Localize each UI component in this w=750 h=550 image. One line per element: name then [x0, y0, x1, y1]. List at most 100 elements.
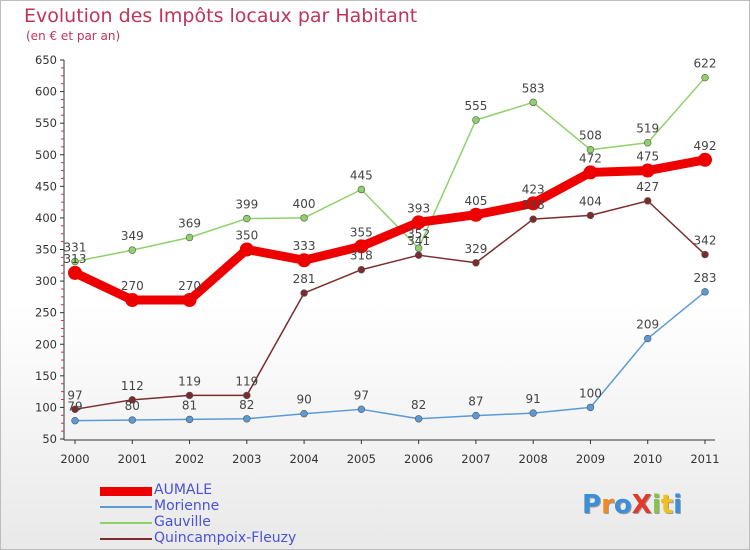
data-label: 398 — [522, 198, 545, 212]
data-point — [529, 409, 537, 417]
data-point — [185, 415, 194, 424]
y-tick-label: 250 — [35, 306, 57, 320]
data-label: 342 — [694, 234, 717, 248]
data-point — [128, 246, 136, 254]
data-label: 209 — [636, 318, 659, 332]
data-label: 112 — [121, 379, 144, 393]
data-label: 81 — [182, 398, 197, 412]
data-point — [357, 405, 366, 414]
data-label: 82 — [411, 398, 426, 412]
data-point — [300, 214, 308, 222]
y-tick-label: 500 — [35, 148, 57, 162]
y-tick-label: 600 — [35, 85, 57, 99]
x-tick-label: 2005 — [347, 452, 376, 466]
data-label: 331 — [64, 241, 87, 255]
data-label: 423 — [522, 182, 545, 196]
data-point — [701, 288, 709, 296]
data-point — [644, 197, 652, 205]
data-point — [128, 416, 136, 424]
data-point — [698, 152, 712, 167]
data-point — [128, 396, 136, 404]
data-label: 270 — [178, 279, 201, 293]
data-label: 555 — [464, 99, 487, 113]
logo-letter: t — [660, 490, 674, 520]
data-point — [526, 196, 541, 211]
x-tick-label: 2009 — [576, 452, 605, 466]
logo-letter: o — [613, 490, 632, 520]
data-point — [71, 257, 79, 266]
x-tick-label: 2011 — [690, 452, 719, 466]
legend-label: Gauville — [154, 514, 211, 530]
legend-swatch — [100, 522, 152, 524]
data-point — [644, 334, 652, 343]
y-tick-label: 550 — [35, 116, 57, 130]
data-label: 283 — [694, 271, 717, 285]
x-tick-label: 2003 — [232, 452, 261, 466]
data-point — [243, 391, 251, 400]
data-label: 400 — [293, 197, 316, 211]
y-tick-label: 200 — [35, 337, 57, 351]
data-point — [586, 145, 595, 154]
data-point — [644, 139, 652, 147]
series-line-quincampoix-fleuzy — [74, 200, 706, 411]
data-label: 90 — [296, 393, 311, 407]
data-point — [411, 215, 426, 230]
x-tick-label: 2000 — [60, 452, 89, 466]
data-label: 508 — [579, 129, 602, 143]
legend-swatch — [100, 486, 152, 496]
x-tick-label: 2007 — [461, 452, 490, 466]
data-point — [414, 244, 423, 252]
data-point — [468, 207, 483, 222]
data-point — [68, 265, 82, 280]
y-tick-label: 150 — [35, 369, 57, 383]
data-point — [701, 250, 709, 259]
data-point — [357, 266, 366, 274]
data-label: 97 — [354, 388, 369, 402]
data-point — [125, 293, 140, 308]
data-label: 350 — [235, 229, 258, 243]
data-label: 341 — [407, 234, 430, 248]
data-label: 405 — [464, 194, 487, 208]
data-label: 119 — [178, 374, 201, 388]
data-point — [586, 211, 595, 220]
y-tick-label: 400 — [35, 211, 57, 225]
data-point — [300, 410, 308, 418]
legend-label: AUMALE — [154, 482, 213, 498]
data-point — [357, 185, 366, 194]
legend-label: Morienne — [154, 498, 220, 514]
y-tick-label: 450 — [35, 179, 57, 193]
data-point — [472, 116, 480, 124]
data-label: 427 — [636, 180, 659, 194]
data-point — [239, 242, 254, 257]
data-label: 369 — [178, 216, 201, 230]
x-tick-label: 2004 — [289, 452, 318, 466]
x-tick-label: 2002 — [175, 452, 204, 466]
proxiti-logo: ProXiti — [582, 490, 682, 520]
data-label: 492 — [694, 139, 717, 153]
legend-label: Quincampoix-Fleuzy — [154, 530, 297, 546]
data-label: 87 — [468, 395, 483, 409]
data-label: 313 — [64, 252, 87, 266]
logo-letter: P — [582, 490, 602, 520]
data-label: 519 — [636, 122, 659, 136]
data-label: 329 — [464, 242, 487, 256]
chart-subtitle: (en € et par an) — [26, 29, 121, 43]
x-tick-label: 2001 — [118, 452, 147, 466]
data-point — [586, 403, 595, 412]
data-point — [414, 251, 423, 259]
data-point — [71, 416, 79, 425]
data-point — [414, 415, 423, 423]
data-point — [354, 239, 369, 254]
data-point — [640, 163, 655, 178]
data-label: 79 — [67, 400, 82, 414]
data-label: 100 — [579, 386, 602, 400]
series-line-gauville — [74, 76, 706, 263]
data-point — [297, 253, 312, 268]
data-label: 119 — [235, 374, 258, 388]
data-label: 91 — [526, 392, 541, 406]
data-point — [243, 415, 251, 423]
data-point — [583, 165, 598, 180]
series-line-morienne — [74, 291, 706, 422]
